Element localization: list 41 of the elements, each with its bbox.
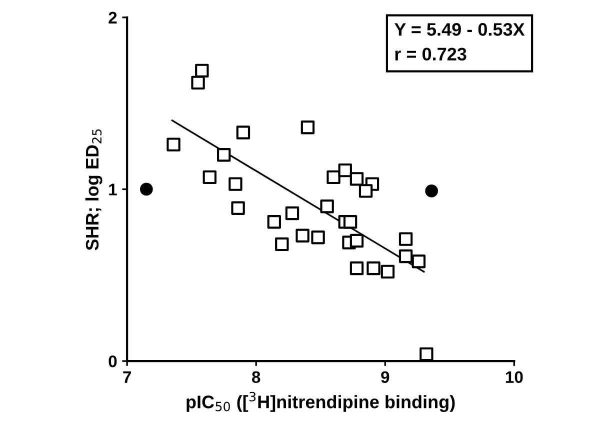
y-axis-title: SHR; log ED$_{25}$ (85, 129, 102, 250)
point (195, 64, 209, 78)
point (412, 254, 426, 268)
annotation: r = 0.723 (395, 48, 466, 61)
point (358, 184, 373, 198)
point (236, 126, 250, 140)
point (216, 148, 231, 162)
point (326, 170, 340, 184)
point (311, 230, 325, 244)
y-tick-label: 1 (109, 184, 117, 196)
x-tick-label: 9 (381, 371, 390, 384)
y-tick-label: 0 (108, 355, 117, 368)
point (166, 138, 180, 152)
point (350, 172, 364, 186)
point (228, 177, 242, 191)
point (140, 182, 153, 196)
point (366, 261, 380, 276)
point (338, 163, 352, 178)
y-tick-label: 2 (108, 12, 117, 24)
point (275, 237, 289, 252)
x-axis-title: pIC$_{50}$ ([$^{3}$H]nitrendipine binding) (186, 392, 455, 412)
point (202, 170, 216, 184)
point (285, 206, 300, 220)
point (296, 228, 310, 242)
point (343, 215, 358, 229)
point (300, 120, 315, 134)
x-tick-label: 7 (123, 371, 131, 383)
point (320, 200, 334, 214)
point (398, 232, 413, 246)
point (398, 249, 413, 264)
point (350, 261, 364, 276)
point (425, 184, 438, 198)
point (267, 215, 282, 229)
annotation: Y = 5.49 - 0.53X (394, 23, 525, 36)
point (350, 234, 364, 248)
point (191, 76, 205, 90)
point (231, 201, 245, 215)
x-tick-label: 8 (252, 371, 260, 384)
x-tick-label: 10 (506, 371, 523, 384)
point (380, 264, 395, 279)
point (420, 347, 434, 362)
